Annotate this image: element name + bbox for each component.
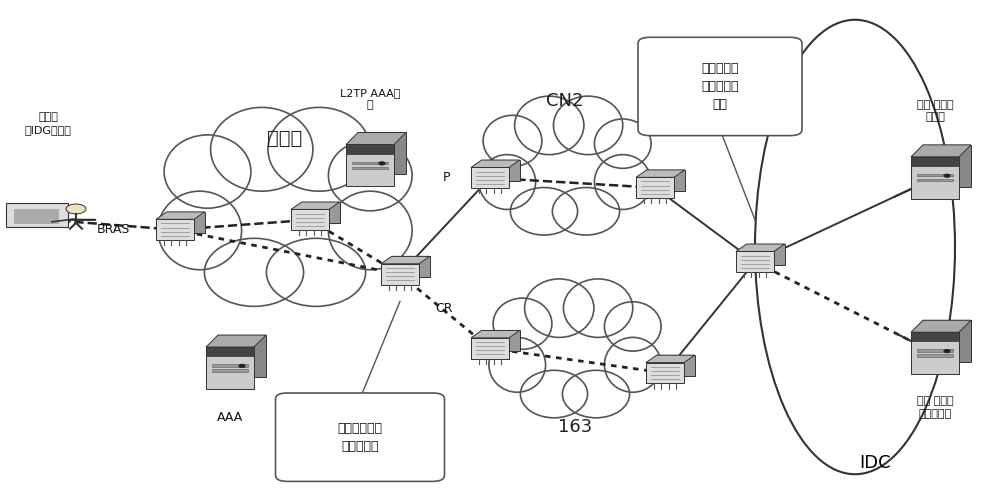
Polygon shape — [911, 145, 971, 157]
Polygon shape — [471, 160, 520, 167]
Polygon shape — [218, 335, 266, 377]
Polygon shape — [302, 202, 340, 223]
Text: 客户端
（IDG插件）: 客户端 （IDG插件） — [25, 112, 71, 135]
Polygon shape — [646, 363, 684, 383]
Ellipse shape — [563, 279, 633, 337]
Polygon shape — [206, 347, 254, 389]
FancyBboxPatch shape — [638, 38, 802, 136]
Polygon shape — [206, 335, 266, 347]
FancyBboxPatch shape — [917, 179, 953, 181]
Polygon shape — [636, 177, 674, 198]
Ellipse shape — [507, 120, 623, 207]
Polygon shape — [736, 244, 785, 251]
Text: 163: 163 — [558, 418, 592, 436]
Ellipse shape — [268, 107, 370, 191]
Ellipse shape — [562, 370, 630, 418]
Polygon shape — [911, 332, 959, 341]
Polygon shape — [206, 347, 254, 356]
Polygon shape — [471, 330, 520, 338]
Circle shape — [66, 204, 86, 214]
Polygon shape — [911, 157, 959, 199]
Ellipse shape — [164, 135, 251, 208]
Ellipse shape — [515, 96, 584, 155]
Text: 基于目的地
址进行策略
路由: 基于目的地 址进行策略 路由 — [701, 62, 739, 111]
Ellipse shape — [328, 191, 412, 270]
Polygon shape — [346, 132, 406, 145]
Polygon shape — [911, 332, 959, 374]
Circle shape — [379, 162, 385, 165]
FancyBboxPatch shape — [212, 364, 248, 367]
Polygon shape — [911, 157, 959, 166]
Text: 普通 互联网
应用服务器: 普通 互联网 应用服务器 — [917, 396, 953, 419]
Polygon shape — [291, 209, 329, 230]
Polygon shape — [291, 202, 340, 209]
Text: 城域网: 城域网 — [267, 129, 303, 148]
FancyBboxPatch shape — [275, 393, 444, 481]
Polygon shape — [156, 219, 194, 240]
Text: 保障 的应用
服务器: 保障 的应用 服务器 — [917, 100, 953, 123]
Text: CR: CR — [435, 302, 452, 315]
FancyBboxPatch shape — [917, 355, 953, 357]
FancyBboxPatch shape — [352, 167, 388, 169]
Ellipse shape — [211, 107, 313, 191]
Ellipse shape — [204, 238, 304, 306]
Polygon shape — [381, 264, 419, 285]
Polygon shape — [381, 256, 430, 264]
Polygon shape — [646, 355, 695, 363]
Polygon shape — [747, 244, 785, 265]
Ellipse shape — [479, 155, 536, 209]
Ellipse shape — [483, 115, 542, 166]
Ellipse shape — [200, 141, 370, 267]
Ellipse shape — [520, 370, 588, 418]
Text: AAA: AAA — [217, 411, 243, 424]
Polygon shape — [156, 212, 205, 219]
Polygon shape — [392, 256, 430, 277]
Ellipse shape — [517, 303, 633, 390]
Ellipse shape — [604, 337, 661, 392]
Polygon shape — [636, 170, 685, 177]
FancyBboxPatch shape — [6, 203, 68, 227]
Text: 基于源地址进
行策略路由: 基于源地址进 行策略路由 — [338, 422, 382, 453]
Ellipse shape — [158, 191, 242, 270]
FancyBboxPatch shape — [14, 208, 59, 224]
Polygon shape — [482, 330, 520, 351]
Polygon shape — [923, 320, 971, 362]
FancyBboxPatch shape — [917, 174, 953, 176]
Polygon shape — [482, 160, 520, 181]
Ellipse shape — [510, 188, 578, 235]
Ellipse shape — [266, 238, 366, 306]
Text: CN2: CN2 — [546, 92, 584, 110]
Ellipse shape — [594, 155, 651, 209]
Polygon shape — [911, 320, 971, 332]
Polygon shape — [358, 132, 406, 174]
Polygon shape — [167, 212, 205, 233]
Polygon shape — [346, 145, 394, 154]
FancyBboxPatch shape — [352, 162, 388, 164]
Polygon shape — [346, 145, 394, 187]
Text: BRAS: BRAS — [97, 223, 130, 236]
Ellipse shape — [489, 337, 546, 392]
Polygon shape — [471, 338, 509, 359]
Text: L2TP AAA系
统: L2TP AAA系 统 — [340, 87, 400, 110]
Circle shape — [239, 365, 245, 368]
Ellipse shape — [552, 188, 620, 235]
Text: P: P — [442, 171, 450, 184]
Polygon shape — [647, 170, 685, 191]
Text: IDC: IDC — [859, 454, 891, 472]
Ellipse shape — [755, 20, 955, 474]
Ellipse shape — [493, 298, 552, 349]
Polygon shape — [736, 251, 774, 272]
Circle shape — [944, 350, 950, 353]
Circle shape — [944, 174, 950, 177]
FancyBboxPatch shape — [917, 349, 953, 352]
Polygon shape — [471, 167, 509, 188]
Ellipse shape — [525, 279, 594, 337]
Ellipse shape — [553, 96, 623, 155]
Polygon shape — [923, 145, 971, 187]
Ellipse shape — [594, 119, 651, 168]
Ellipse shape — [328, 140, 412, 211]
Ellipse shape — [604, 302, 661, 351]
FancyBboxPatch shape — [212, 370, 248, 371]
Polygon shape — [657, 355, 695, 376]
